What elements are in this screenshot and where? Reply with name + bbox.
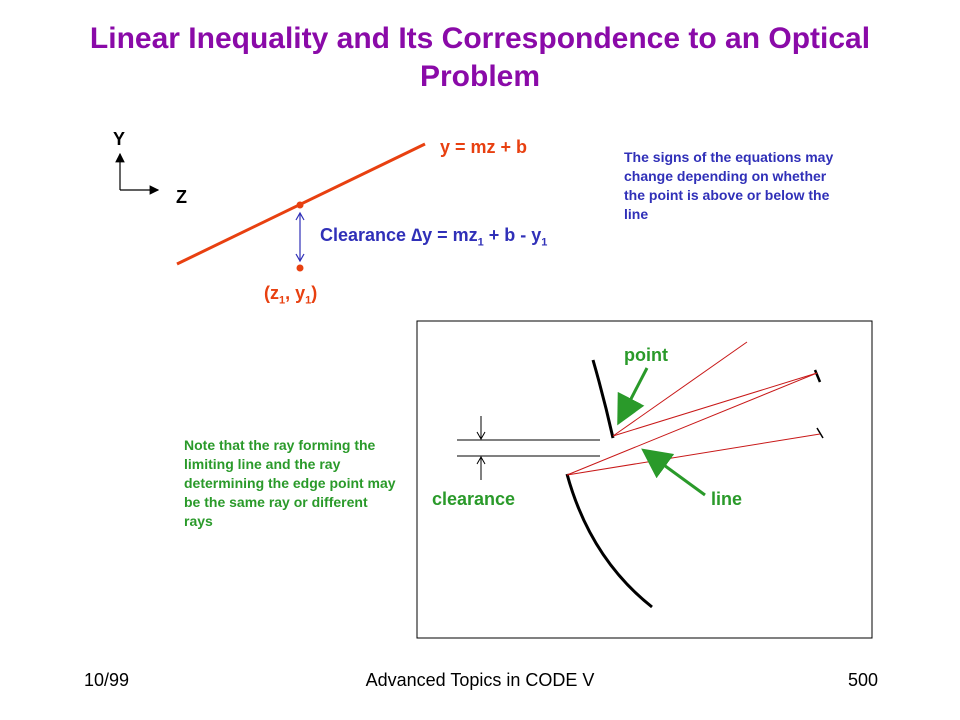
subscript: 1 [279, 294, 286, 307]
y-axis-label: Y [113, 129, 126, 149]
edge-point-marker [296, 264, 304, 272]
right-mirror-top [813, 369, 822, 383]
footer-page-number: 500 [848, 670, 879, 690]
line-point-marker [296, 201, 304, 209]
line-label: line [711, 489, 743, 509]
sign-note: The signs of the equations may change de… [624, 149, 834, 222]
slide-title: Linear Inequality and Its Correspondence… [89, 22, 871, 93]
point-close: ) [311, 283, 318, 303]
z-axis-label: Z [176, 187, 187, 207]
point-mid: , y [285, 283, 306, 303]
subscript: 1 [305, 294, 312, 307]
right-mirror-bottom [816, 427, 824, 439]
point-pointer-arrow [617, 367, 649, 426]
optical-diagram-frame [416, 320, 873, 639]
ray-note: Note that the ray forming the limiting l… [184, 437, 396, 529]
clearance-arrow-down-head [476, 431, 486, 441]
clearance-mid: + b - y [483, 225, 542, 245]
point-label: point [624, 345, 668, 365]
line-equation: y = mz + b [440, 137, 528, 157]
clearance-y: y = mz [422, 225, 478, 245]
ray [566, 433, 821, 476]
line-pointer-arrow [641, 448, 706, 497]
clearance-arrow-up-head [476, 455, 486, 465]
footer-date: 10/99 [84, 670, 130, 690]
clearance-arrow-head-bottom [295, 253, 305, 263]
point-open: (z [264, 283, 279, 303]
clearance-arrow-head-top [295, 211, 305, 221]
clearance-prefix: Clearance [320, 225, 412, 245]
edge-point-label: (z1, y1) [264, 283, 317, 307]
clearance-label: clearance [432, 489, 516, 509]
delta-symbol: ∆ [411, 225, 423, 245]
upper-mirror [591, 359, 615, 439]
ray [566, 372, 818, 476]
ray [612, 372, 818, 437]
subscript: 1 [477, 236, 484, 249]
lower-mirror [565, 473, 653, 609]
subscript: 1 [541, 236, 548, 249]
footer-course: Advanced Topics in CODE V [365, 670, 595, 690]
clearance-formula: Clearance ∆y = mz1 + b - y1 [320, 225, 547, 249]
